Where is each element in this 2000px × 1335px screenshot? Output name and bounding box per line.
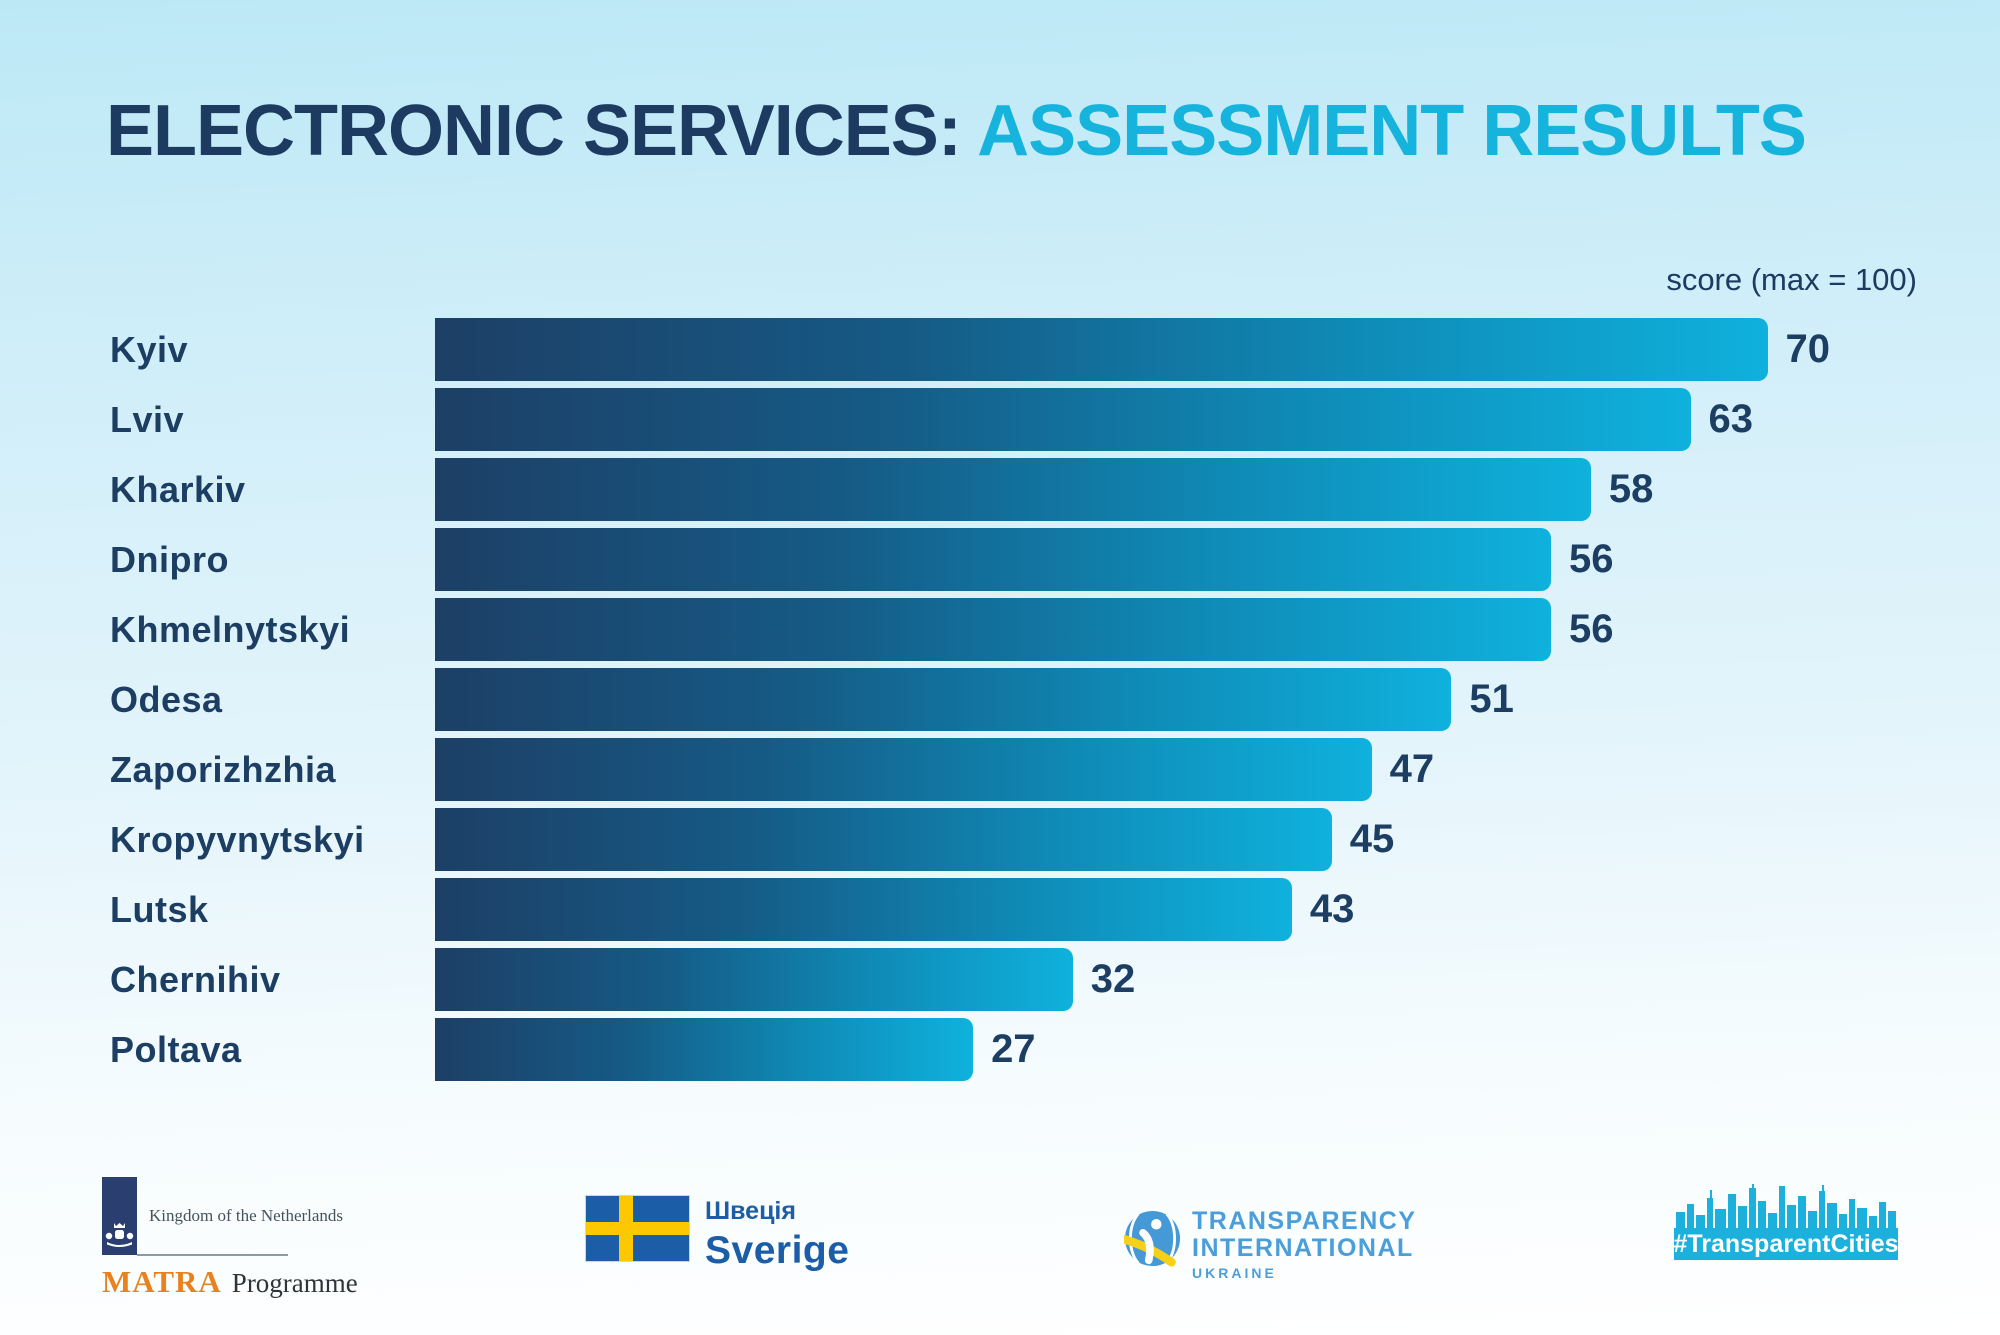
bar (435, 948, 1073, 1011)
sweden-label-sv: Sverige (705, 1229, 850, 1272)
transparent-cities-logo: #TransparentCities (1673, 1184, 1899, 1260)
netherlands-divider (137, 1254, 288, 1256)
sweden-logo: Швеція Sverige (585, 1195, 850, 1273)
bar-area: 47 (435, 738, 1830, 801)
city-skyline-icon (1676, 1184, 1896, 1228)
bar-area: 58 (435, 458, 1830, 521)
chart-row: Kropyvnytskyi 45 (110, 808, 1970, 871)
transparency-international-logo: TRANSPARENCY INTERNATIONAL UKRAINE (1124, 1208, 1417, 1281)
bar-label: Poltava (110, 1028, 242, 1070)
netherlands-logo: Kingdom of the Netherlands MATRA Programm… (102, 1177, 358, 1300)
bar-label: Lutsk (110, 888, 209, 930)
chart-row: Khmelnytskyi 56 (110, 598, 1970, 661)
ti-globe-icon (1124, 1210, 1181, 1267)
footer-logos: Kingdom of the Netherlands MATRA Programm… (0, 1150, 2000, 1335)
axis-note: score (max = 100) (1666, 262, 1917, 297)
netherlands-coat-of-arms-icon (105, 1223, 134, 1247)
bar (435, 388, 1691, 451)
chart-row: Poltava 27 (110, 1018, 1970, 1081)
chart-row: Dnipro 56 (110, 528, 1970, 591)
chart-row: Kharkiv 58 (110, 458, 1970, 521)
bar-value: 43 (1309, 887, 1355, 931)
bar-area: 27 (435, 1018, 1830, 1081)
chart-row: Zaporizhzhia 47 (110, 738, 1970, 801)
bar-label: Kropyvnytskyi (110, 818, 365, 860)
bar-area: 63 (435, 388, 1830, 451)
bar-area: 70 (435, 318, 1830, 381)
page-title-highlight: ASSESSMENT RESULTS (977, 91, 1807, 171)
transparent-cities-band: #TransparentCities (1673, 1228, 1899, 1260)
matra-programme: MATRA Programme (102, 1264, 358, 1300)
bar-value: 45 (1349, 817, 1395, 861)
bar (435, 808, 1332, 871)
chart-row: Chernihiv 32 (110, 948, 1970, 1011)
bar-label: Chernihiv (110, 958, 281, 1000)
bar-chart: Kyiv 70 Lviv 63 Kharkiv 58 Dnipro 56 (110, 318, 1970, 1088)
bar-area: 51 (435, 668, 1830, 731)
programme-label: Programme (231, 1268, 358, 1298)
bar-label: Lviv (110, 398, 185, 440)
chart-row: Odesa 51 (110, 668, 1970, 731)
bar-label: Khmelnytskyi (110, 608, 351, 650)
netherlands-flag-box (102, 1177, 137, 1255)
bar (435, 738, 1372, 801)
chart-row: Lutsk 43 (110, 878, 1970, 941)
chart-row: Kyiv 70 (110, 318, 1970, 381)
ti-label-2: INTERNATIONAL (1192, 1234, 1414, 1262)
matra-label: MATRA (102, 1264, 222, 1299)
bar-value: 27 (991, 1027, 1036, 1071)
ti-label-3: UKRAINE (1192, 1265, 1277, 1281)
bar-value: 32 (1090, 957, 1136, 1001)
bar (435, 318, 1768, 381)
page-title: ELECTRONIC SERVICES: ASSESSMENT RESULTS (106, 91, 1807, 171)
bar-value: 58 (1608, 467, 1654, 511)
bar-value: 63 (1708, 397, 1754, 441)
bar (435, 1018, 974, 1081)
bar-value: 70 (1785, 327, 1831, 371)
bar-label: Kyiv (110, 328, 189, 370)
bar-value: 56 (1569, 607, 1614, 651)
transparent-cities-label: #TransparentCities (1673, 1229, 1899, 1258)
bar (435, 528, 1551, 591)
bar-area: 43 (435, 878, 1830, 941)
sweden-flag-icon (585, 1195, 690, 1262)
ti-label-1: TRANSPARENCY (1192, 1207, 1417, 1235)
bar (435, 668, 1452, 731)
bar (435, 598, 1551, 661)
netherlands-caption: Kingdom of the Netherlands (149, 1206, 344, 1225)
chart-row: Lviv 63 (110, 388, 1970, 451)
bar-label: Zaporizhzhia (110, 748, 337, 790)
bar-area: 45 (435, 808, 1830, 871)
bar (435, 878, 1292, 941)
bar-value: 47 (1389, 747, 1435, 791)
bar-area: 56 (435, 598, 1830, 661)
page-title-prefix: ELECTRONIC SERVICES: (106, 91, 978, 171)
bar-label: Dnipro (110, 538, 229, 580)
bar-area: 56 (435, 528, 1830, 591)
bar-label: Odesa (110, 678, 223, 720)
bar-label: Kharkiv (110, 468, 246, 510)
bar-value: 51 (1469, 677, 1514, 721)
bar-area: 32 (435, 948, 1830, 1011)
sweden-label-ua: Швеція (705, 1197, 796, 1225)
bar-value: 56 (1569, 537, 1614, 581)
bar (435, 458, 1591, 521)
